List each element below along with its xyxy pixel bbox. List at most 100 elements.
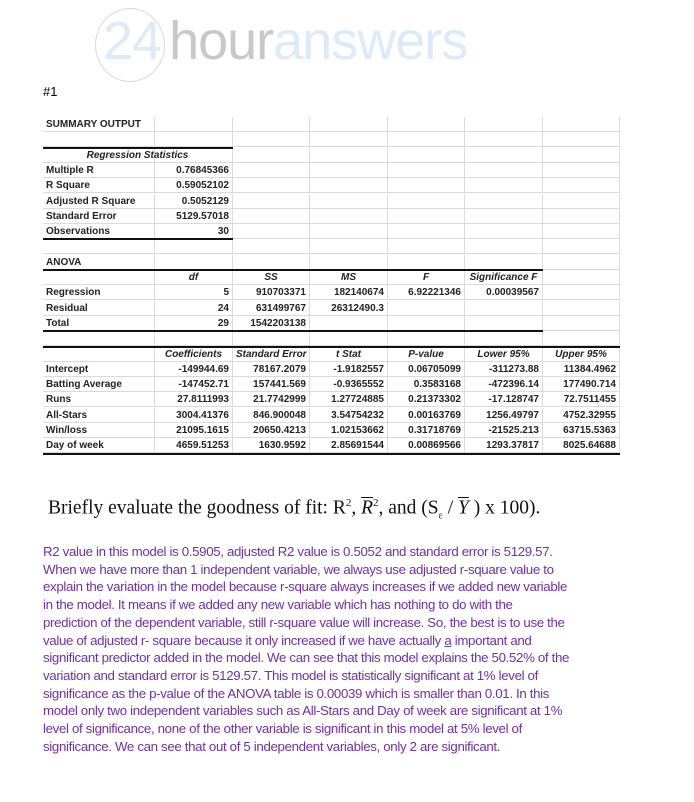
coef-value[interactable]: 1.02153662 [310, 423, 388, 438]
coef-value[interactable]: 846.900048 [233, 407, 310, 423]
sheet-cell[interactable] [543, 315, 620, 331]
anova-value[interactable] [465, 300, 543, 316]
coef-value[interactable]: 78167.2079 [233, 361, 310, 377]
coef-value[interactable]: 20650.4213 [233, 423, 310, 438]
sheet-cell[interactable] [465, 254, 543, 270]
coef-row-label[interactable]: Intercept [43, 361, 155, 377]
anova-value[interactable]: 0.00039567 [465, 285, 543, 301]
coef-value[interactable]: 157441.569 [233, 377, 310, 393]
stat-label[interactable]: R Square [43, 178, 155, 194]
coef-value[interactable]: 72.7511455 [543, 392, 620, 408]
coef-value[interactable]: -147452.71 [155, 377, 233, 393]
sheet-cell[interactable] [155, 331, 233, 347]
anova-value[interactable]: 24 [155, 300, 233, 316]
coef-value[interactable]: 1630.9592 [233, 438, 310, 454]
coef-value[interactable]: 8025.64688 [543, 438, 620, 454]
sheet-cell[interactable] [543, 162, 620, 178]
coef-value[interactable]: -149944.69 [155, 361, 233, 377]
coef-row-label[interactable]: All-Stars [43, 407, 155, 423]
anova-value[interactable]: 5 [155, 285, 233, 301]
sheet-cell[interactable] [388, 254, 465, 270]
sheet-cell[interactable] [310, 331, 388, 347]
sheet-cell[interactable] [465, 147, 543, 163]
sheet-cell[interactable] [233, 178, 310, 194]
coef-row-label[interactable]: Win/loss [43, 423, 155, 438]
sheet-cell[interactable] [43, 331, 155, 347]
anova-header[interactable]: SS [233, 270, 310, 285]
anova-title[interactable]: ANOVA [43, 254, 155, 270]
coef-value[interactable]: 4752.32955 [543, 407, 620, 423]
sheet-cell[interactable] [465, 178, 543, 194]
sheet-cell[interactable] [233, 147, 310, 163]
anova-value[interactable]: 182140674 [310, 285, 388, 301]
anova-value[interactable]: 631499767 [233, 300, 310, 316]
stat-value[interactable]: 0.59052102 [155, 178, 233, 194]
coef-value[interactable]: 11384.4962 [543, 361, 620, 377]
sheet-cell[interactable] [310, 147, 388, 163]
coef-value[interactable]: 3004.41376 [155, 407, 233, 423]
coef-row-label[interactable]: Batting Average [43, 377, 155, 393]
sheet-cell[interactable] [155, 132, 233, 148]
anova-header[interactable]: df [155, 270, 233, 285]
sheet-cell[interactable] [465, 239, 543, 255]
anova-header[interactable]: Significance F [465, 270, 543, 285]
stat-value[interactable]: 0.5052129 [155, 193, 233, 209]
coef-value[interactable]: 21095.1615 [155, 423, 233, 438]
sheet-cell[interactable] [310, 162, 388, 178]
sheet-cell[interactable] [388, 331, 465, 347]
sheet-cell[interactable] [388, 132, 465, 148]
anova-value[interactable] [310, 315, 388, 331]
sheet-cell[interactable] [155, 239, 233, 255]
sheet-cell[interactable] [310, 117, 388, 132]
coef-header[interactable]: Upper 95% [543, 346, 620, 362]
sheet-cell[interactable] [310, 254, 388, 270]
coef-value[interactable]: 3.54754232 [310, 407, 388, 423]
anova-row-label[interactable]: Total [43, 315, 155, 331]
sheet-cell[interactable] [310, 193, 388, 209]
stat-label[interactable]: Observations [43, 224, 155, 240]
coef-value[interactable]: -21525.213 [465, 423, 543, 438]
anova-value[interactable]: 26312490.3 [310, 300, 388, 316]
coef-value[interactable]: 1.27724885 [310, 392, 388, 408]
sheet-cell[interactable] [233, 239, 310, 255]
sheet-cell[interactable] [543, 224, 620, 240]
coef-value[interactable]: 0.3583168 [388, 377, 465, 393]
anova-value[interactable]: 910703371 [233, 285, 310, 301]
sheet-cell[interactable] [543, 285, 620, 301]
sheet-cell[interactable] [155, 117, 233, 132]
coef-value[interactable]: 63715.5363 [543, 423, 620, 438]
anova-value[interactable]: 6.92221346 [388, 285, 465, 301]
sheet-cell[interactable] [310, 132, 388, 148]
stat-label[interactable]: Standard Error [43, 208, 155, 224]
sheet-cell[interactable] [543, 270, 620, 285]
coef-header[interactable]: Lower 95% [465, 346, 543, 362]
sheet-cell[interactable] [543, 117, 620, 132]
sheet-cell[interactable] [233, 208, 310, 224]
anova-row-label[interactable]: Residual [43, 300, 155, 316]
sheet-cell[interactable] [233, 117, 310, 132]
coef-header[interactable]: t Stat [310, 346, 388, 362]
coef-value[interactable]: 0.31718769 [388, 423, 465, 438]
sheet-cell[interactable] [388, 178, 465, 194]
sheet-cell[interactable] [43, 239, 155, 255]
coef-value[interactable]: 21.7742999 [233, 392, 310, 408]
coef-row-label[interactable]: Runs [43, 392, 155, 408]
summary-title[interactable]: SUMMARY OUTPUT [43, 117, 155, 132]
coef-header[interactable]: Standard Error [233, 346, 310, 362]
coef-value[interactable]: 0.00163769 [388, 407, 465, 423]
sheet-cell[interactable] [233, 132, 310, 148]
sheet-cell[interactable] [43, 132, 155, 148]
anova-value[interactable] [388, 315, 465, 331]
sheet-cell[interactable] [388, 117, 465, 132]
sheet-cell[interactable] [388, 147, 465, 163]
stat-label[interactable]: Multiple R [43, 162, 155, 178]
sheet-cell[interactable] [233, 224, 310, 240]
coef-value[interactable]: 27.8111993 [155, 392, 233, 408]
coef-header[interactable]: Coefficients [155, 346, 233, 362]
sheet-cell[interactable] [233, 193, 310, 209]
coef-value[interactable]: 1293.37817 [465, 438, 543, 454]
coef-value[interactable]: -17.128747 [465, 392, 543, 408]
coef-value[interactable]: 2.85691544 [310, 438, 388, 454]
coef-value[interactable]: 1256.49797 [465, 407, 543, 423]
regression-statistics-header[interactable]: Regression Statistics [43, 147, 233, 163]
